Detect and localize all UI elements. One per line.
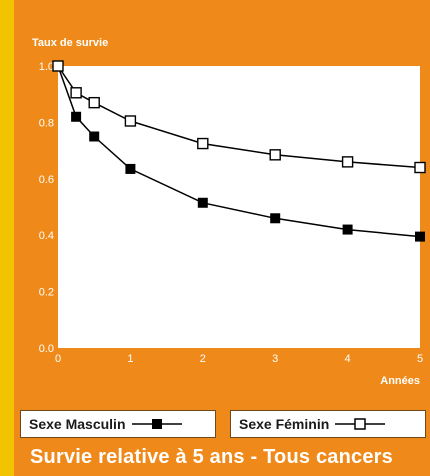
data-point-female bbox=[70, 87, 82, 99]
data-point-female bbox=[341, 156, 354, 168]
data-point-female bbox=[197, 137, 209, 150]
data-point-male bbox=[415, 231, 425, 242]
chart-caption: Survie relative à 5 ans - Tous cancers bbox=[30, 446, 393, 468]
y-tick-label: 0.2 bbox=[39, 287, 54, 299]
data-point-male bbox=[89, 131, 100, 142]
legend-open-square-marker-icon bbox=[335, 418, 386, 430]
plot-area bbox=[58, 66, 420, 348]
data-point-male bbox=[125, 163, 136, 174]
data-point-male bbox=[270, 213, 281, 224]
data-point-female bbox=[52, 60, 64, 72]
legend-item-female: Sexe Féminin bbox=[230, 410, 426, 438]
x-tick-label: 1 bbox=[127, 353, 133, 365]
legend-label-male: Sexe Masculin bbox=[29, 416, 126, 432]
legend-item-male: Sexe Masculin bbox=[20, 410, 216, 438]
x-axis-label: Années bbox=[380, 375, 420, 387]
data-point-female bbox=[414, 161, 426, 174]
data-point-female bbox=[124, 115, 137, 127]
data-point-male bbox=[342, 224, 353, 235]
data-point-male bbox=[71, 111, 82, 122]
y-tick-label: 0.8 bbox=[39, 117, 54, 129]
x-tick-label: 5 bbox=[417, 353, 423, 365]
y-axis-label: Taux de survie bbox=[32, 37, 108, 49]
x-tick-label: 3 bbox=[272, 353, 278, 365]
data-point-male bbox=[197, 197, 208, 208]
legend-label-female: Sexe Féminin bbox=[239, 416, 330, 432]
survival-chart: Taux de survie Années 0.0 0.2 0.4 0.6 0.8 1.0… bbox=[32, 37, 426, 387]
y-tick-label: 1.0 bbox=[39, 61, 54, 73]
x-tick-label: 2 bbox=[200, 353, 206, 365]
data-point-female bbox=[269, 149, 281, 161]
legend-filled-square-marker-icon bbox=[131, 419, 182, 429]
y-tick-label: 0.0 bbox=[39, 343, 54, 355]
x-tick-label: 0 bbox=[55, 353, 61, 365]
data-point-female bbox=[88, 96, 100, 109]
x-tick-label: 4 bbox=[345, 353, 351, 365]
y-tick-label: 0.6 bbox=[39, 174, 54, 186]
y-tick-label: 0.4 bbox=[39, 230, 54, 242]
